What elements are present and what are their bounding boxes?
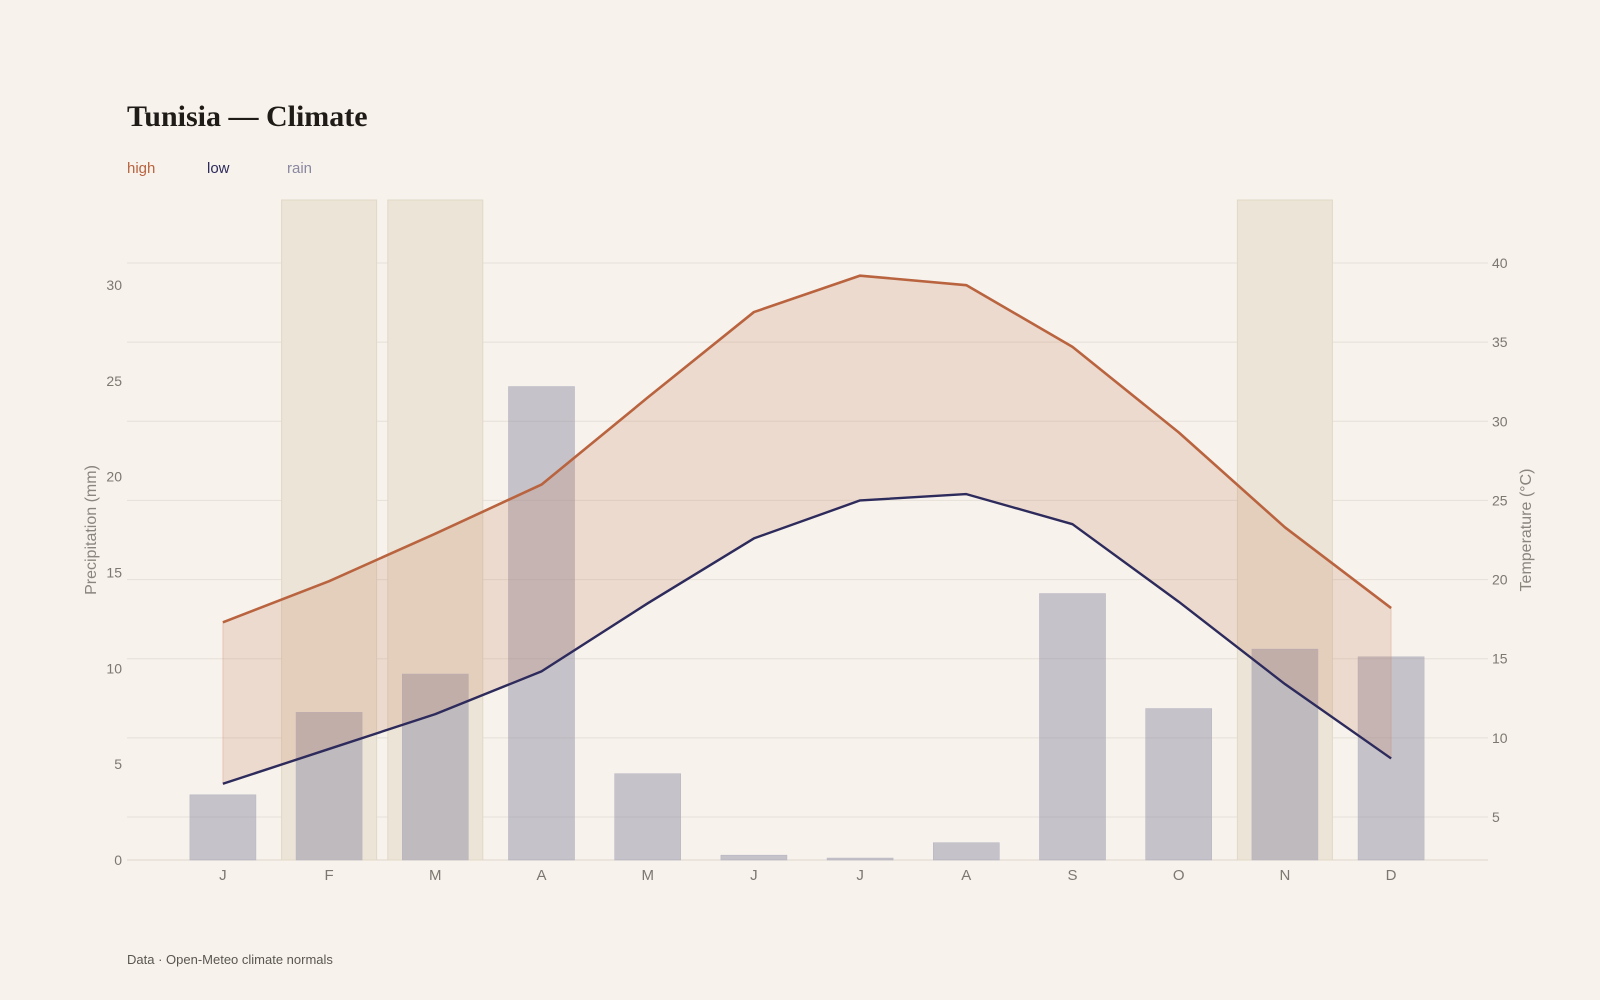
- temperature-lines: [222, 274, 1392, 785]
- y-axis-title-left: Precipitation (mm): [83, 465, 100, 595]
- x-tick: M: [429, 867, 442, 884]
- y-tick-right: 35: [1492, 334, 1508, 350]
- legend-high: high: [127, 160, 156, 177]
- legend-low: low: [207, 160, 230, 177]
- x-tick: A: [961, 867, 971, 884]
- axis-ticks: 0 5 10 15 20 25 30 5 10 15 20 25 30 35 40 J F M A M J J A S O N D: [106, 255, 1507, 884]
- y-tick-left: 15: [106, 565, 122, 581]
- x-tick: F: [325, 867, 334, 884]
- x-tick: N: [1279, 867, 1290, 884]
- data-source-note: Data · Open-Meteo climate normals: [127, 952, 333, 967]
- rain-bar: [720, 854, 788, 861]
- y-tick-left: 5: [114, 756, 122, 772]
- highlight-band: [1236, 199, 1333, 861]
- y-tick-left: 10: [106, 660, 122, 676]
- rain-bar: [1039, 593, 1106, 861]
- x-tick: O: [1173, 867, 1185, 884]
- rain-bar: [826, 857, 894, 861]
- x-tick: M: [641, 867, 654, 884]
- rain-bar: [932, 842, 1000, 861]
- y-tick-right: 15: [1492, 651, 1508, 667]
- x-tick: J: [750, 867, 758, 884]
- highlight-band: [387, 199, 484, 861]
- y-tick-left: 0: [114, 852, 122, 868]
- legend-rain: rain: [287, 160, 313, 177]
- y-tick-right: 10: [1492, 730, 1508, 746]
- y-tick-right: 30: [1492, 413, 1508, 429]
- rain-bar: [189, 794, 257, 861]
- rain-bar: [295, 712, 363, 861]
- low-temperature-line: [222, 492, 1392, 785]
- x-tick: D: [1386, 867, 1397, 884]
- y-tick-left: 30: [106, 277, 122, 293]
- y-tick-right: 20: [1492, 572, 1508, 588]
- y-axis-title-right: Temperature (°C): [1518, 469, 1535, 592]
- y-tick-right: 25: [1492, 492, 1508, 508]
- x-tick: J: [856, 867, 864, 884]
- highlight-bands: [281, 199, 1333, 861]
- legend: high low rain: [127, 160, 367, 177]
- high-temperature-line: [222, 274, 1392, 624]
- chart-title: Tunisia — Climate: [127, 100, 368, 133]
- y-tick-left: 20: [106, 469, 122, 485]
- y-tick-right: 5: [1492, 809, 1500, 825]
- rain-bar: [1145, 708, 1212, 861]
- rain-bar: [614, 773, 682, 861]
- x-tick: J: [219, 867, 227, 884]
- y-tick-right: 40: [1492, 255, 1508, 271]
- y-tick-left: 25: [106, 373, 122, 389]
- x-tick: A: [536, 867, 546, 884]
- x-tick: S: [1067, 867, 1077, 884]
